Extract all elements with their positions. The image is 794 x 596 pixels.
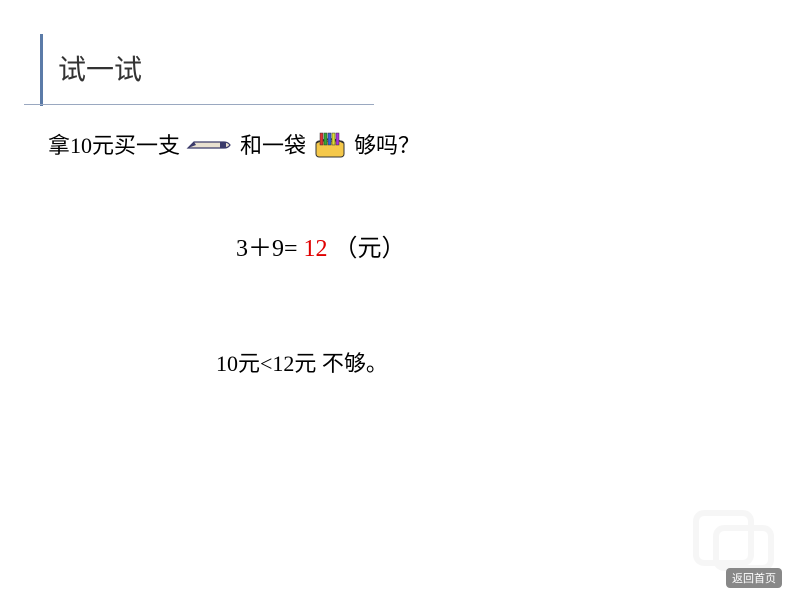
question-part3: 够吗？ — [354, 128, 420, 160]
title-underline — [24, 104, 374, 105]
back-home-button[interactable]: 返回首页 — [726, 568, 782, 588]
equation-lhs: 3＋9= — [236, 236, 298, 262]
title-accent-bar — [40, 34, 43, 106]
question-text: 拿10元买一支 和一袋 够吗？ — [48, 128, 420, 160]
equation-result: 12 — [304, 236, 328, 262]
title-area: 试一试 — [40, 48, 360, 88]
question-part1: 拿10元买一支 — [48, 128, 180, 160]
question-part2: 和一袋 — [240, 128, 306, 160]
page-title: 试一试 — [58, 48, 360, 88]
conclusion-text: 10元<12元 不够。 — [216, 346, 388, 378]
watermark-icon — [686, 503, 776, 578]
crayon-bag-icon — [312, 129, 348, 159]
equation-line: 3＋9= 12 （元） — [236, 228, 406, 263]
pen-icon — [186, 132, 234, 156]
equation-unit: （元） — [334, 236, 406, 262]
